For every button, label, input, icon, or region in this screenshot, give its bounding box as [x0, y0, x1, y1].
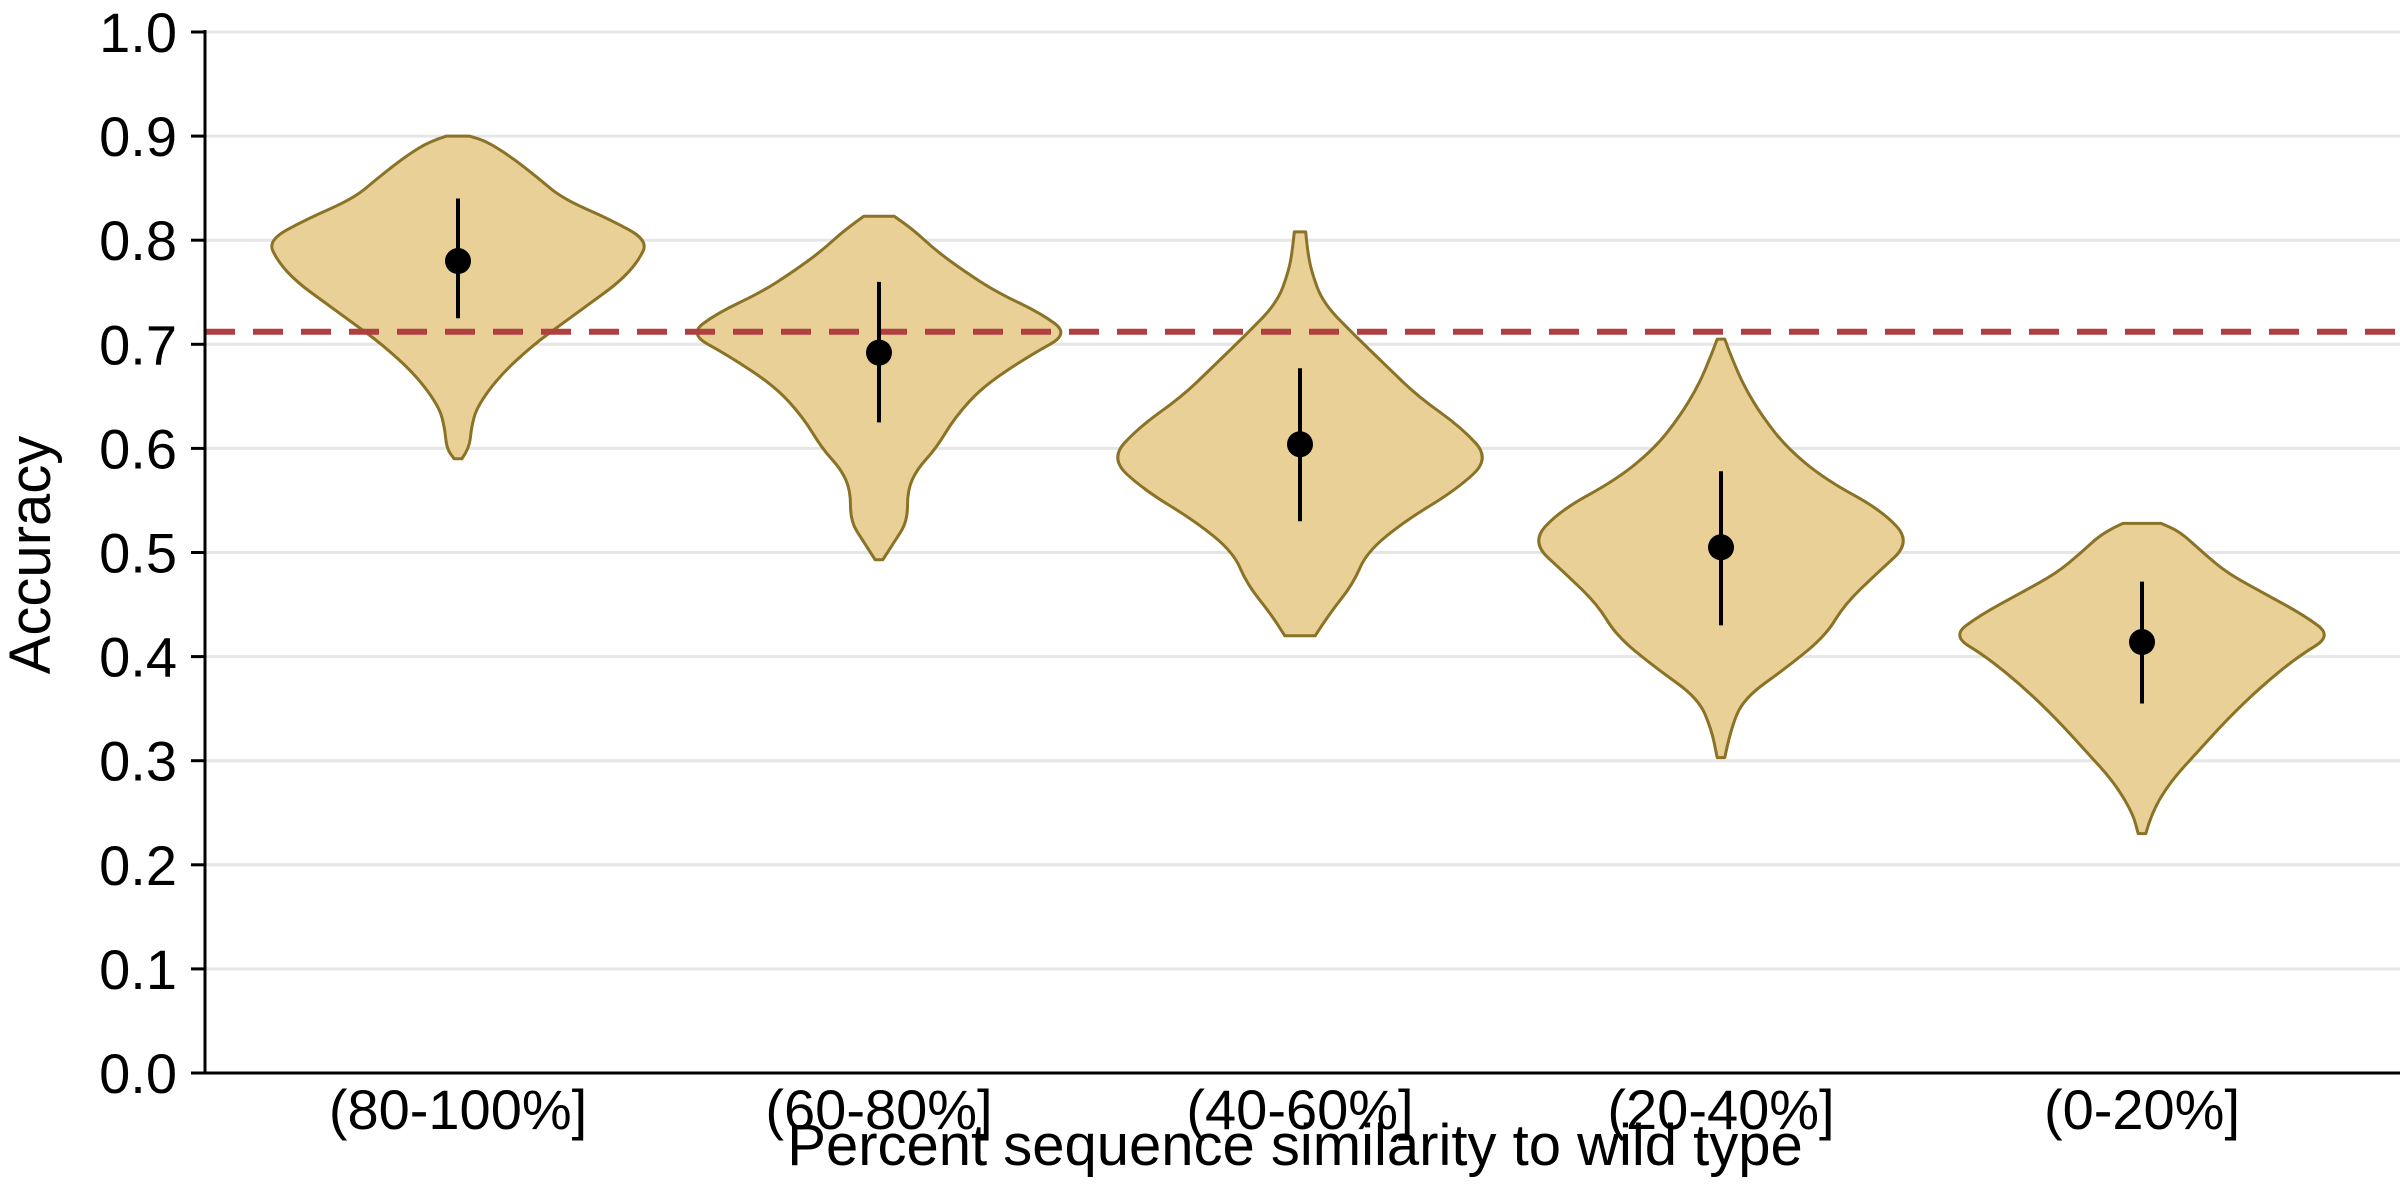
- y-tick-label: 0.5: [99, 522, 177, 585]
- y-tick-label: 0.7: [99, 313, 177, 376]
- x-tick-label: (20-40%]: [1607, 1078, 1834, 1141]
- mean-marker: [1708, 534, 1734, 561]
- y-tick-label: 0.6: [99, 417, 177, 480]
- mean-marker: [2129, 629, 2155, 656]
- x-tick-label: (60-80%]: [765, 1078, 992, 1141]
- marker-layer: [445, 198, 2155, 704]
- mean-marker: [866, 339, 892, 366]
- y-tick-label: 0.3: [99, 730, 177, 793]
- x-axis-title: Percent sequence similarity to wild type: [787, 1113, 1802, 1178]
- mean-marker: [1287, 431, 1313, 458]
- y-tick-label: 0.2: [99, 834, 177, 897]
- y-tick-label: 1.0: [99, 1, 177, 64]
- y-tick-label: 0.8: [99, 209, 177, 272]
- x-tick-label: (40-60%]: [1186, 1078, 1413, 1141]
- axis-layer: 0.0 0.1 0.2 0.3 0.4 0.5 0.6 0.7 0.8 0.9 1.0 (80-100…: [99, 1, 2400, 1141]
- y-tick-label: 0.1: [99, 938, 177, 1001]
- y-tick-label: 0.4: [99, 626, 177, 689]
- y-axis-title: Accuracy: [0, 436, 63, 675]
- mean-marker: [445, 248, 471, 275]
- y-tick-label: 0.0: [99, 1042, 177, 1105]
- x-tick-label: (80-100%]: [329, 1078, 587, 1141]
- y-tick-label: 0.9: [99, 105, 177, 168]
- x-tick-label: (0-20%]: [2044, 1078, 2240, 1141]
